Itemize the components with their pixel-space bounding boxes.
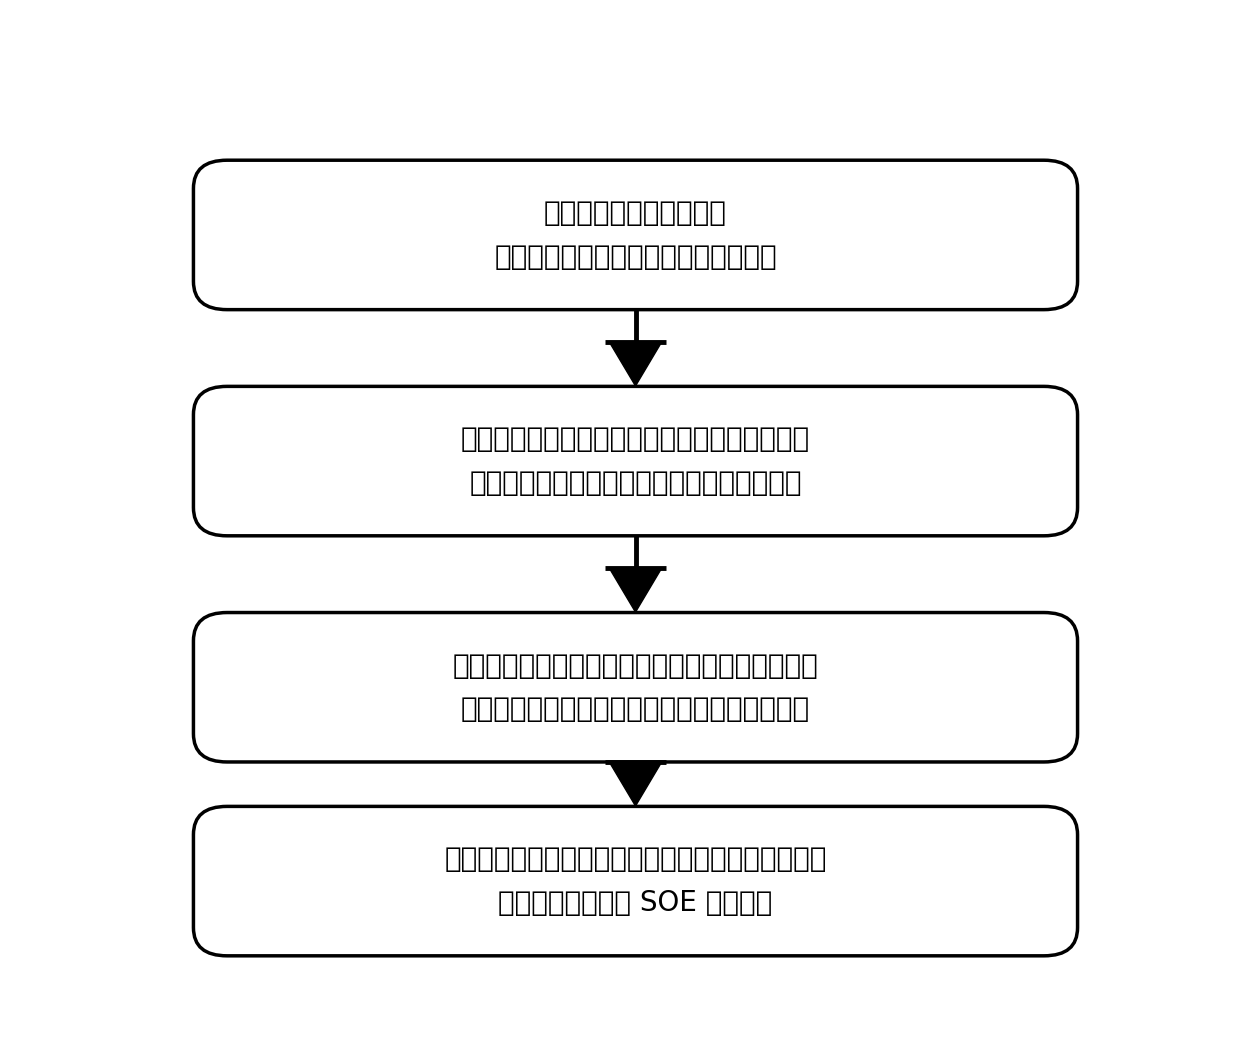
Text: 创建合并信号管理单元，
用于存储经过逻辑运算后的合并信号点: 创建合并信号管理单元， 用于存储经过逻辑运算后的合并信号点	[495, 199, 776, 271]
FancyBboxPatch shape	[193, 160, 1078, 309]
Polygon shape	[609, 568, 662, 613]
FancyBboxPatch shape	[193, 613, 1078, 762]
Polygon shape	[609, 762, 662, 806]
Polygon shape	[609, 342, 662, 386]
Text: 设置分信号配置表，将需要参与合并运算的遥信
信息添加至单独的配置表，并对组号进行设置: 设置分信号配置表，将需要参与合并运算的遥信 信息添加至单独的配置表，并对组号进行…	[461, 426, 810, 497]
Text: 合并信号的驱动，状态驱动定时扫描状态进行运算，
事项驱动实时读取 SOE 进行运算: 合并信号的驱动，状态驱动定时扫描状态进行运算， 事项驱动实时读取 SOE 进行运…	[444, 845, 827, 917]
FancyBboxPatch shape	[193, 807, 1078, 956]
Text: 绑定信号合并逻辑运算规则，完成对分信号分组，
通过组号的值确定各分信号参与合并运算的逻辑: 绑定信号合并逻辑运算规则，完成对分信号分组， 通过组号的值确定各分信号参与合并运…	[453, 651, 818, 723]
FancyBboxPatch shape	[193, 386, 1078, 536]
